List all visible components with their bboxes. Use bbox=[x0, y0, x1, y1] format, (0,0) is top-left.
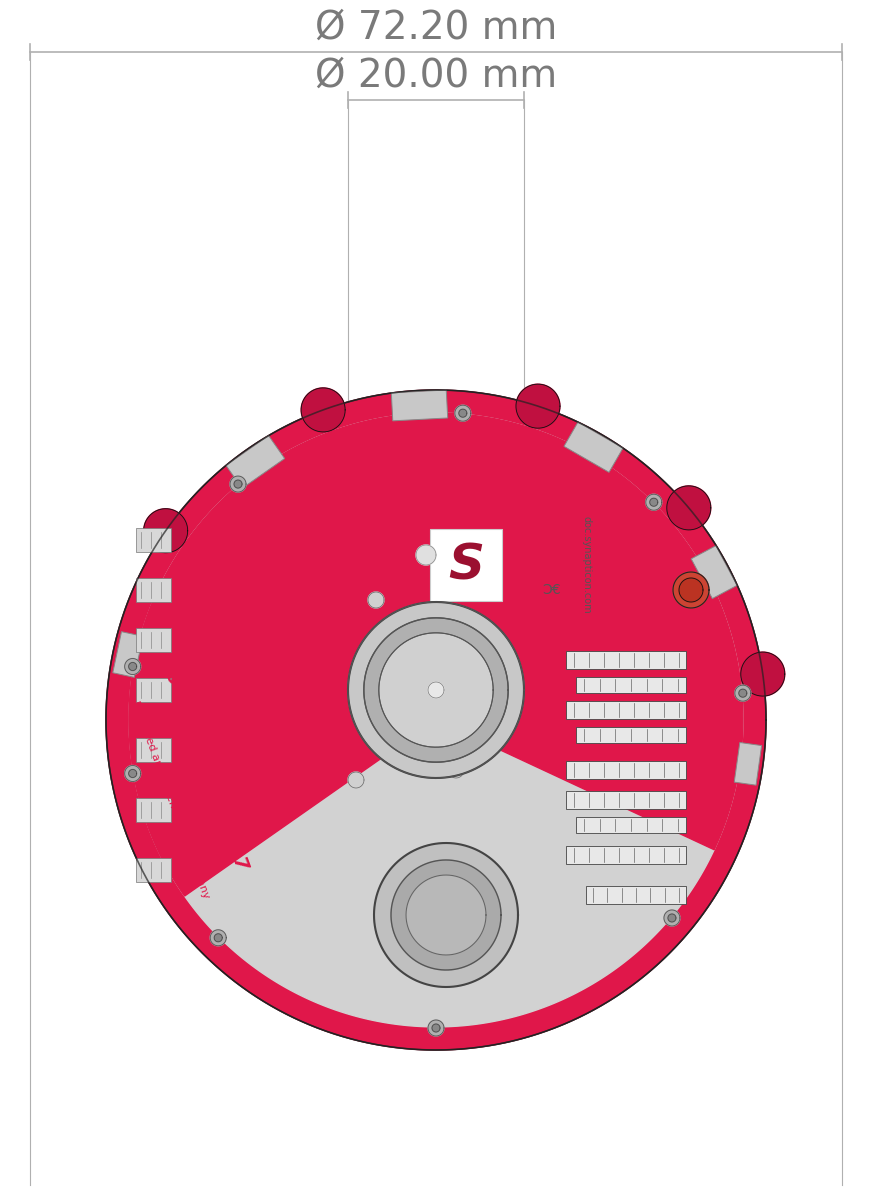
Polygon shape bbox=[735, 685, 751, 701]
Bar bbox=[566, 761, 686, 779]
FancyBboxPatch shape bbox=[112, 631, 143, 678]
Polygon shape bbox=[739, 690, 746, 697]
Polygon shape bbox=[646, 494, 662, 511]
Polygon shape bbox=[144, 508, 187, 552]
Text: Ø 20.00 mm: Ø 20.00 mm bbox=[315, 57, 557, 95]
Bar bbox=[136, 858, 171, 882]
Bar bbox=[136, 678, 171, 701]
Bar bbox=[136, 577, 171, 602]
Bar bbox=[136, 798, 171, 822]
FancyBboxPatch shape bbox=[226, 435, 284, 488]
Polygon shape bbox=[129, 662, 137, 670]
Bar bbox=[136, 628, 171, 653]
Polygon shape bbox=[679, 577, 703, 602]
Polygon shape bbox=[210, 929, 226, 946]
Text: SOMANET Circulo 7: SOMANET Circulo 7 bbox=[161, 668, 251, 872]
Polygon shape bbox=[406, 874, 486, 956]
Polygon shape bbox=[741, 653, 785, 696]
Polygon shape bbox=[348, 602, 524, 778]
Polygon shape bbox=[125, 766, 140, 781]
Polygon shape bbox=[455, 406, 471, 421]
Text: Ɔ€: Ɔ€ bbox=[542, 583, 561, 596]
Polygon shape bbox=[650, 499, 657, 506]
Polygon shape bbox=[129, 591, 436, 896]
Polygon shape bbox=[668, 914, 676, 922]
Polygon shape bbox=[106, 390, 766, 1050]
Polygon shape bbox=[215, 934, 222, 941]
Polygon shape bbox=[516, 384, 560, 428]
Polygon shape bbox=[129, 413, 743, 1027]
Polygon shape bbox=[416, 545, 436, 565]
Bar bbox=[566, 846, 686, 864]
Polygon shape bbox=[391, 860, 501, 970]
Bar bbox=[136, 738, 171, 762]
Text: Designed and assembled in Germany: Designed and assembled in Germany bbox=[131, 700, 212, 901]
Bar bbox=[566, 791, 686, 809]
Polygon shape bbox=[125, 659, 140, 674]
Text: S: S bbox=[448, 540, 484, 589]
Polygon shape bbox=[432, 1024, 440, 1032]
Bar bbox=[136, 528, 171, 552]
Polygon shape bbox=[408, 612, 424, 628]
Text: Ø 72.20 mm: Ø 72.20 mm bbox=[315, 10, 557, 47]
Polygon shape bbox=[348, 772, 364, 789]
Polygon shape bbox=[664, 910, 680, 926]
Bar bbox=[576, 727, 686, 743]
Polygon shape bbox=[459, 409, 467, 418]
Bar bbox=[576, 676, 686, 693]
Polygon shape bbox=[374, 843, 518, 987]
FancyBboxPatch shape bbox=[734, 742, 761, 785]
Polygon shape bbox=[364, 618, 508, 762]
FancyBboxPatch shape bbox=[392, 390, 447, 421]
Polygon shape bbox=[428, 1020, 444, 1036]
Polygon shape bbox=[129, 413, 743, 873]
Polygon shape bbox=[368, 592, 384, 608]
Polygon shape bbox=[667, 486, 711, 530]
Bar bbox=[586, 886, 686, 904]
Polygon shape bbox=[673, 571, 709, 608]
Polygon shape bbox=[129, 769, 137, 778]
Text: doc.synapticon.com: doc.synapticon.com bbox=[581, 517, 591, 614]
Bar bbox=[576, 817, 686, 833]
Polygon shape bbox=[234, 480, 242, 488]
Polygon shape bbox=[301, 388, 345, 432]
Bar bbox=[566, 701, 686, 719]
Polygon shape bbox=[428, 682, 444, 698]
Bar bbox=[566, 651, 686, 669]
Polygon shape bbox=[448, 762, 464, 778]
FancyBboxPatch shape bbox=[564, 422, 623, 472]
Polygon shape bbox=[230, 476, 246, 492]
Polygon shape bbox=[378, 632, 494, 747]
FancyBboxPatch shape bbox=[691, 545, 737, 599]
Bar bbox=[430, 528, 502, 601]
